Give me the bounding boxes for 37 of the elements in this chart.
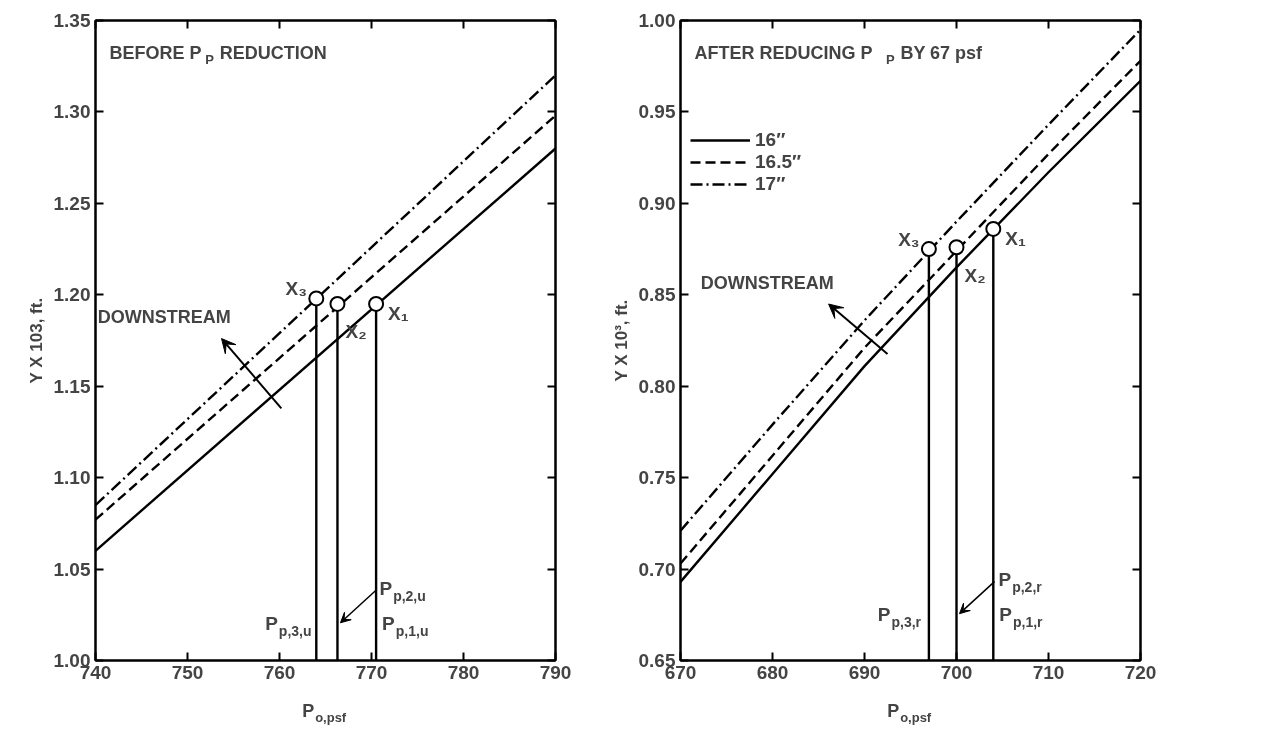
legend-label: 17″ xyxy=(755,173,786,195)
y-tick-label: 0.90 xyxy=(638,192,676,214)
y-tick-label: 1.10 xyxy=(53,467,91,489)
x-tick-label: 760 xyxy=(263,661,296,683)
annotation: X₂ xyxy=(964,264,986,286)
y-tick-label: 0.95 xyxy=(638,101,676,123)
y-tick-label: 0.80 xyxy=(638,375,676,397)
x-tick-label: 750 xyxy=(171,661,204,683)
y-tick-label: 1.05 xyxy=(53,558,91,580)
legend-label: 16″ xyxy=(755,129,786,151)
x-tick-label: 720 xyxy=(1124,661,1157,683)
annotation: DOWNSTREAM xyxy=(700,272,834,293)
y-tick-label: 0.70 xyxy=(638,558,676,580)
y-tick-label: 1.35 xyxy=(53,10,91,31)
y-tick-label: 0.75 xyxy=(638,467,676,489)
annotation: DOWNSTREAM xyxy=(97,306,231,327)
x-tick-label: 690 xyxy=(848,661,881,683)
y-tick-label: 1.25 xyxy=(53,192,91,214)
annotation: X₃ xyxy=(285,277,308,299)
x-tick-label: 780 xyxy=(447,661,480,683)
annotation: X₁ xyxy=(1005,228,1026,250)
y-tick-label: 1.20 xyxy=(53,284,91,306)
y-tick-label: 0.85 xyxy=(638,284,676,306)
y-axis-title: Y X 10³, ft. xyxy=(611,299,631,382)
x-tick-label: 680 xyxy=(756,661,789,683)
annotation: X₂ xyxy=(345,321,367,343)
y-tick-label: 1.30 xyxy=(53,101,91,123)
x-tick-label: 700 xyxy=(940,661,973,683)
x-tick-label: 770 xyxy=(355,661,388,683)
y-tick-label: 1.00 xyxy=(638,10,676,31)
legend-label: 16.5″ xyxy=(755,151,802,173)
x-tick-label: 710 xyxy=(1032,661,1065,683)
annotation: X₃ xyxy=(898,228,920,250)
y-tick-label: 1.15 xyxy=(53,375,91,397)
x-tick-label: 790 xyxy=(539,661,572,683)
y-axis-title: Y X 103, ft. xyxy=(26,297,46,384)
annotation: X₁ xyxy=(388,303,409,325)
